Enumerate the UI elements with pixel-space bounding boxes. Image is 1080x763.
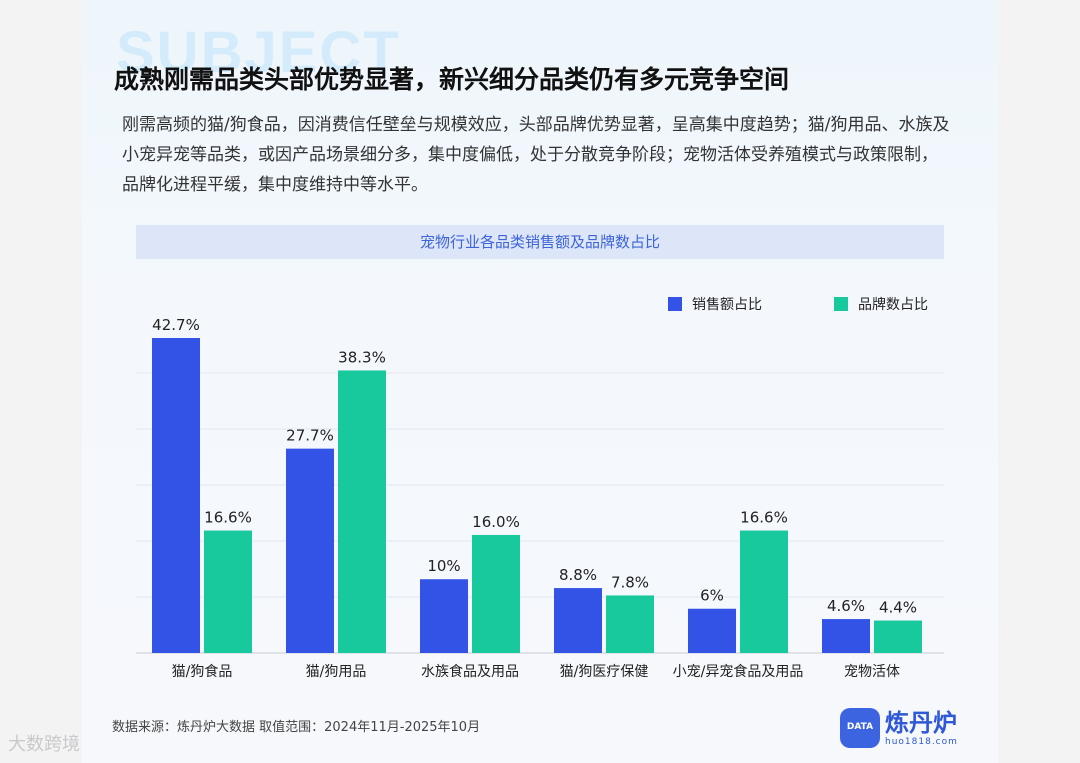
logo-icon-text: DATA — [846, 722, 874, 732]
value-label: 27.7% — [286, 427, 334, 445]
bar-chart: 42.7% 16.6% 猫/狗食品 27.7% 38.3% 猫/狗用品 10% 16.0% 水族… — [136, 296, 944, 680]
chart-title: 宠物行业各品类销售额及品牌数占比 — [136, 225, 944, 259]
category-label: 宠物活体 — [844, 664, 900, 680]
category-label: 小宠/异宠食品及用品 — [673, 663, 804, 680]
bar-sales-3 — [554, 588, 602, 653]
legend-label: 品牌数占比 — [858, 296, 928, 313]
page-title: 成熟刚需品类头部优势显著，新兴细分品类仍有多元竞争空间 — [114, 65, 790, 94]
watermark-text: 大数跨境 — [8, 734, 80, 755]
value-label: 6% — [700, 587, 724, 605]
value-label: 38.3% — [338, 348, 386, 366]
logo-name: 炼丹炉 — [885, 708, 957, 737]
legend-label: 销售额占比 — [692, 297, 762, 313]
value-label: 10% — [427, 557, 460, 575]
data-source-note: 数据来源：炼丹炉大数据 取值范围：2024年11月-2025年10月 — [112, 720, 481, 735]
bar-sales-1 — [286, 448, 334, 653]
bar-sales-2 — [420, 579, 468, 653]
bar-brands-3 — [606, 595, 654, 653]
logo-url: huo1818.com — [885, 736, 958, 747]
page-description: 刚需高频的猫/狗食品，因消费信任壁垒与规模效应，头部品牌优势显著，呈高集中度趋势… — [122, 115, 950, 195]
value-label: 16.6% — [204, 509, 252, 527]
category-label: 水族食品及用品 — [421, 663, 519, 680]
bar-sales-0 — [152, 338, 200, 653]
value-label: 16.0% — [472, 513, 520, 531]
value-label: 16.6% — [740, 509, 788, 527]
value-label: 42.7% — [152, 316, 200, 334]
category-label: 猫/狗食品 — [172, 663, 233, 680]
report-card: SUBJECT 成熟刚需品类头部优势显著，新兴细分品类仍有多元竞争空间 刚需高频… — [82, 0, 998, 763]
value-label: 7.8% — [611, 573, 649, 591]
category-label: 猫/狗医疗保健 — [560, 664, 649, 680]
brand-logo: DATA 炼丹炉 huo1818.com — [840, 705, 972, 751]
bar-brands-2 — [472, 534, 520, 653]
background-word: SUBJECT — [116, 20, 401, 85]
pot-icon: DATA — [840, 708, 880, 748]
legend-swatch — [834, 297, 848, 311]
bar-brands-5 — [874, 620, 922, 653]
bar-brands-0 — [204, 530, 252, 653]
bar-brands-4 — [740, 530, 788, 653]
value-label: 4.4% — [879, 599, 917, 617]
bar-sales-5 — [822, 619, 870, 653]
value-label: 4.6% — [827, 597, 865, 615]
category-label: 猫/狗用品 — [306, 664, 367, 680]
bar-brands-1 — [338, 370, 386, 653]
value-label: 8.8% — [559, 566, 597, 584]
watermark: 大数跨境 — [8, 730, 80, 756]
legend-swatch — [668, 297, 682, 311]
bar-sales-4 — [688, 608, 736, 653]
